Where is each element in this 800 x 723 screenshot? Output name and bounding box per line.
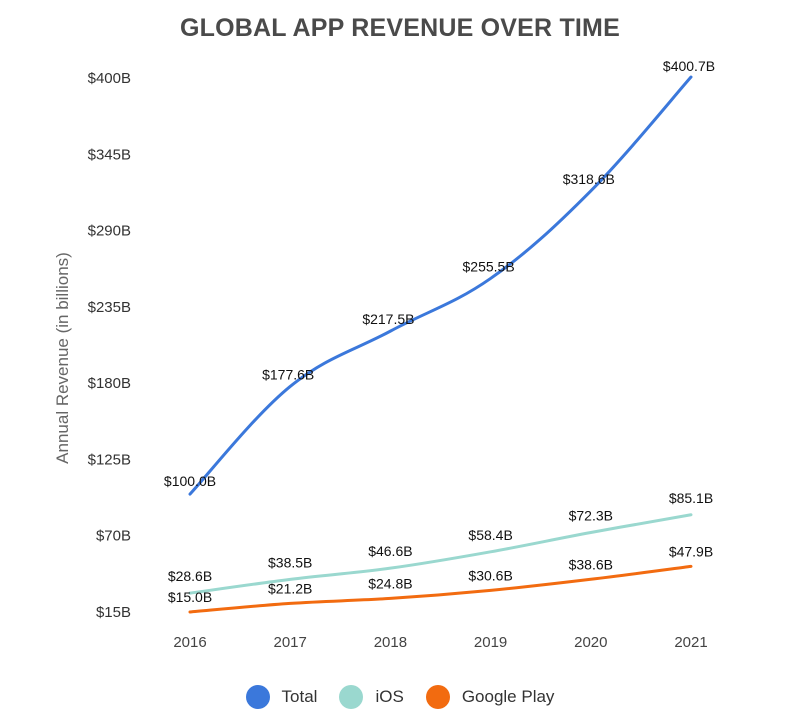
google-play-data-label: $38.6B bbox=[569, 556, 613, 572]
legend-swatch-icon bbox=[245, 685, 270, 709]
series-lines bbox=[188, 75, 693, 614]
google-play-data-label: $21.2B bbox=[268, 580, 312, 596]
x-tick-label: 2017 bbox=[274, 634, 307, 651]
ios-data-label: $46.6B bbox=[368, 543, 412, 559]
x-tick-label: 2021 bbox=[674, 634, 707, 651]
google-play-data-label: $47.9B bbox=[669, 543, 713, 559]
total-data-label: $400.7B bbox=[663, 58, 715, 74]
y-tick-label: $235B bbox=[88, 299, 131, 316]
y-tick-label: $345B bbox=[88, 146, 131, 163]
total-data-label: $318.6B bbox=[563, 171, 615, 187]
legend-item-total: Total bbox=[245, 685, 318, 709]
x-tick-label: 2019 bbox=[474, 634, 507, 651]
ios-data-label: $28.6B bbox=[168, 568, 212, 584]
x-tick-label: 2018 bbox=[374, 634, 407, 651]
google-play-data-label: $30.6B bbox=[468, 567, 512, 583]
y-tick-label: $400B bbox=[88, 70, 131, 87]
legend-item-ios: iOS bbox=[339, 685, 404, 709]
x-tick-label: 2016 bbox=[173, 634, 206, 651]
total-data-label: $177.6B bbox=[262, 366, 314, 382]
google-play-series-line bbox=[188, 564, 693, 614]
legend-item-google-play: Google Play bbox=[425, 685, 555, 709]
chart-title: GLOBAL APP REVENUE OVER TIME bbox=[180, 14, 620, 42]
total-series-line bbox=[188, 75, 693, 496]
total-data-label: $255.5B bbox=[463, 258, 515, 274]
line-chart: $15B $70B $125B $180B $235B $290B $345B $400B 2… bbox=[53, 58, 715, 651]
ios-series-line bbox=[188, 513, 693, 595]
total-data-label: $100.0B bbox=[164, 473, 216, 489]
y-tick-label: $125B bbox=[88, 451, 131, 468]
y-axis-ticks: $15B $70B $125B $180B $235B $290B $345B $400B bbox=[88, 70, 131, 621]
x-axis-ticks: 2016 2017 2018 2019 2020 2021 bbox=[173, 634, 707, 651]
total-data-label: $217.5B bbox=[362, 311, 414, 327]
legend: Total iOS Google Play bbox=[0, 685, 800, 709]
x-tick-label: 2020 bbox=[574, 634, 607, 651]
y-tick-label: $180B bbox=[88, 375, 131, 392]
legend-swatch-icon bbox=[339, 685, 364, 709]
y-tick-label: $290B bbox=[88, 223, 131, 240]
y-tick-label: $70B bbox=[96, 528, 131, 545]
y-axis-label: Annual Revenue (in billions) bbox=[53, 252, 72, 464]
y-tick-label: $15B bbox=[96, 604, 131, 621]
google-play-data-label: $24.8B bbox=[368, 575, 412, 591]
legend-label: Google Play bbox=[461, 687, 555, 706]
ios-data-label: $85.1B bbox=[669, 490, 713, 506]
data-labels: $100.0B $177.6B $217.5B $255.5B $318.6B $400.… bbox=[164, 58, 715, 605]
legend-label: Total bbox=[281, 687, 318, 706]
google-play-data-label: $15.0B bbox=[168, 589, 212, 605]
ios-data-label: $72.3B bbox=[569, 508, 613, 524]
ios-data-label: $58.4B bbox=[468, 527, 512, 543]
legend-label: iOS bbox=[375, 687, 404, 706]
legend-swatch-icon bbox=[425, 685, 450, 709]
ios-data-label: $38.5B bbox=[268, 554, 312, 570]
